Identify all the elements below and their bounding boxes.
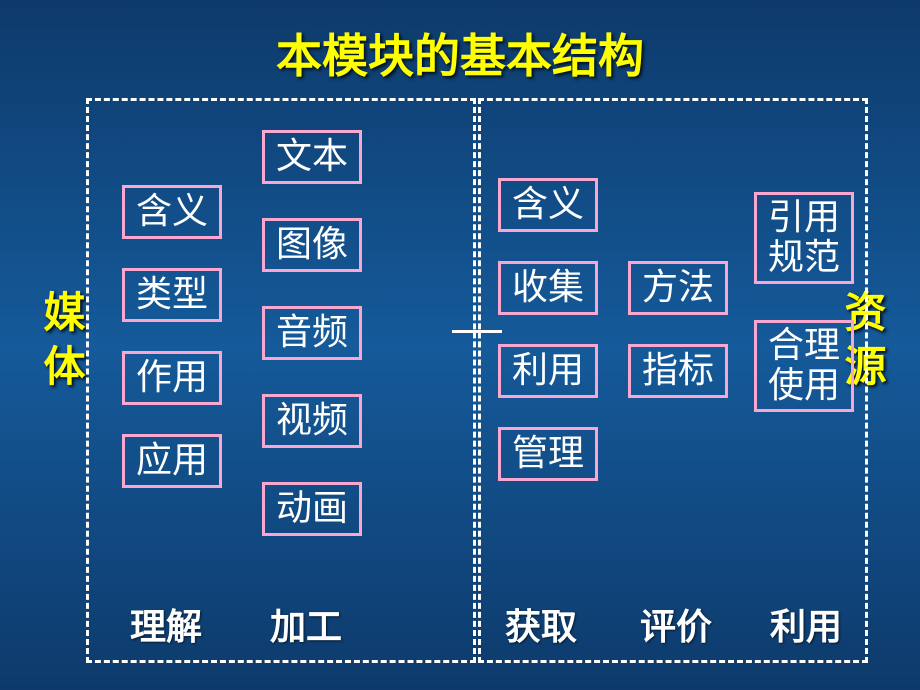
label-lijie: 理解 [130, 598, 202, 650]
label-jiagong: 加工 [270, 598, 342, 650]
box-donghua: 动画 [262, 482, 362, 536]
box-tuxiang: 图像 [262, 218, 362, 272]
box-zuoyong: 作用 [122, 351, 222, 405]
box-hanyi: 含义 [122, 185, 222, 239]
box-yinpin: 音频 [262, 306, 362, 360]
box-guanli: 管理 [498, 427, 598, 481]
left-vertical-label: 媒体 [30, 290, 91, 398]
box-shouji: 收集 [498, 261, 598, 315]
label-liyong2: 利用 [770, 598, 842, 650]
box-liyong: 利用 [498, 344, 598, 398]
box-zhibiao: 指标 [628, 344, 728, 398]
label-pingjia: 评价 [640, 598, 712, 650]
box-heli: 合理使用 [754, 320, 854, 412]
label-huoqu: 获取 [505, 598, 577, 650]
box-hanyi2: 含义 [498, 178, 598, 232]
box-yinyong: 引用规范 [754, 192, 854, 284]
box-wenben: 文本 [262, 130, 362, 184]
page-title: 本模块的基本结构 [0, 0, 920, 86]
box-leixing: 类型 [122, 268, 222, 322]
connector-line [452, 330, 502, 333]
box-yingyong: 应用 [122, 434, 222, 488]
box-shipin: 视频 [262, 394, 362, 448]
box-fangfa: 方法 [628, 261, 728, 315]
